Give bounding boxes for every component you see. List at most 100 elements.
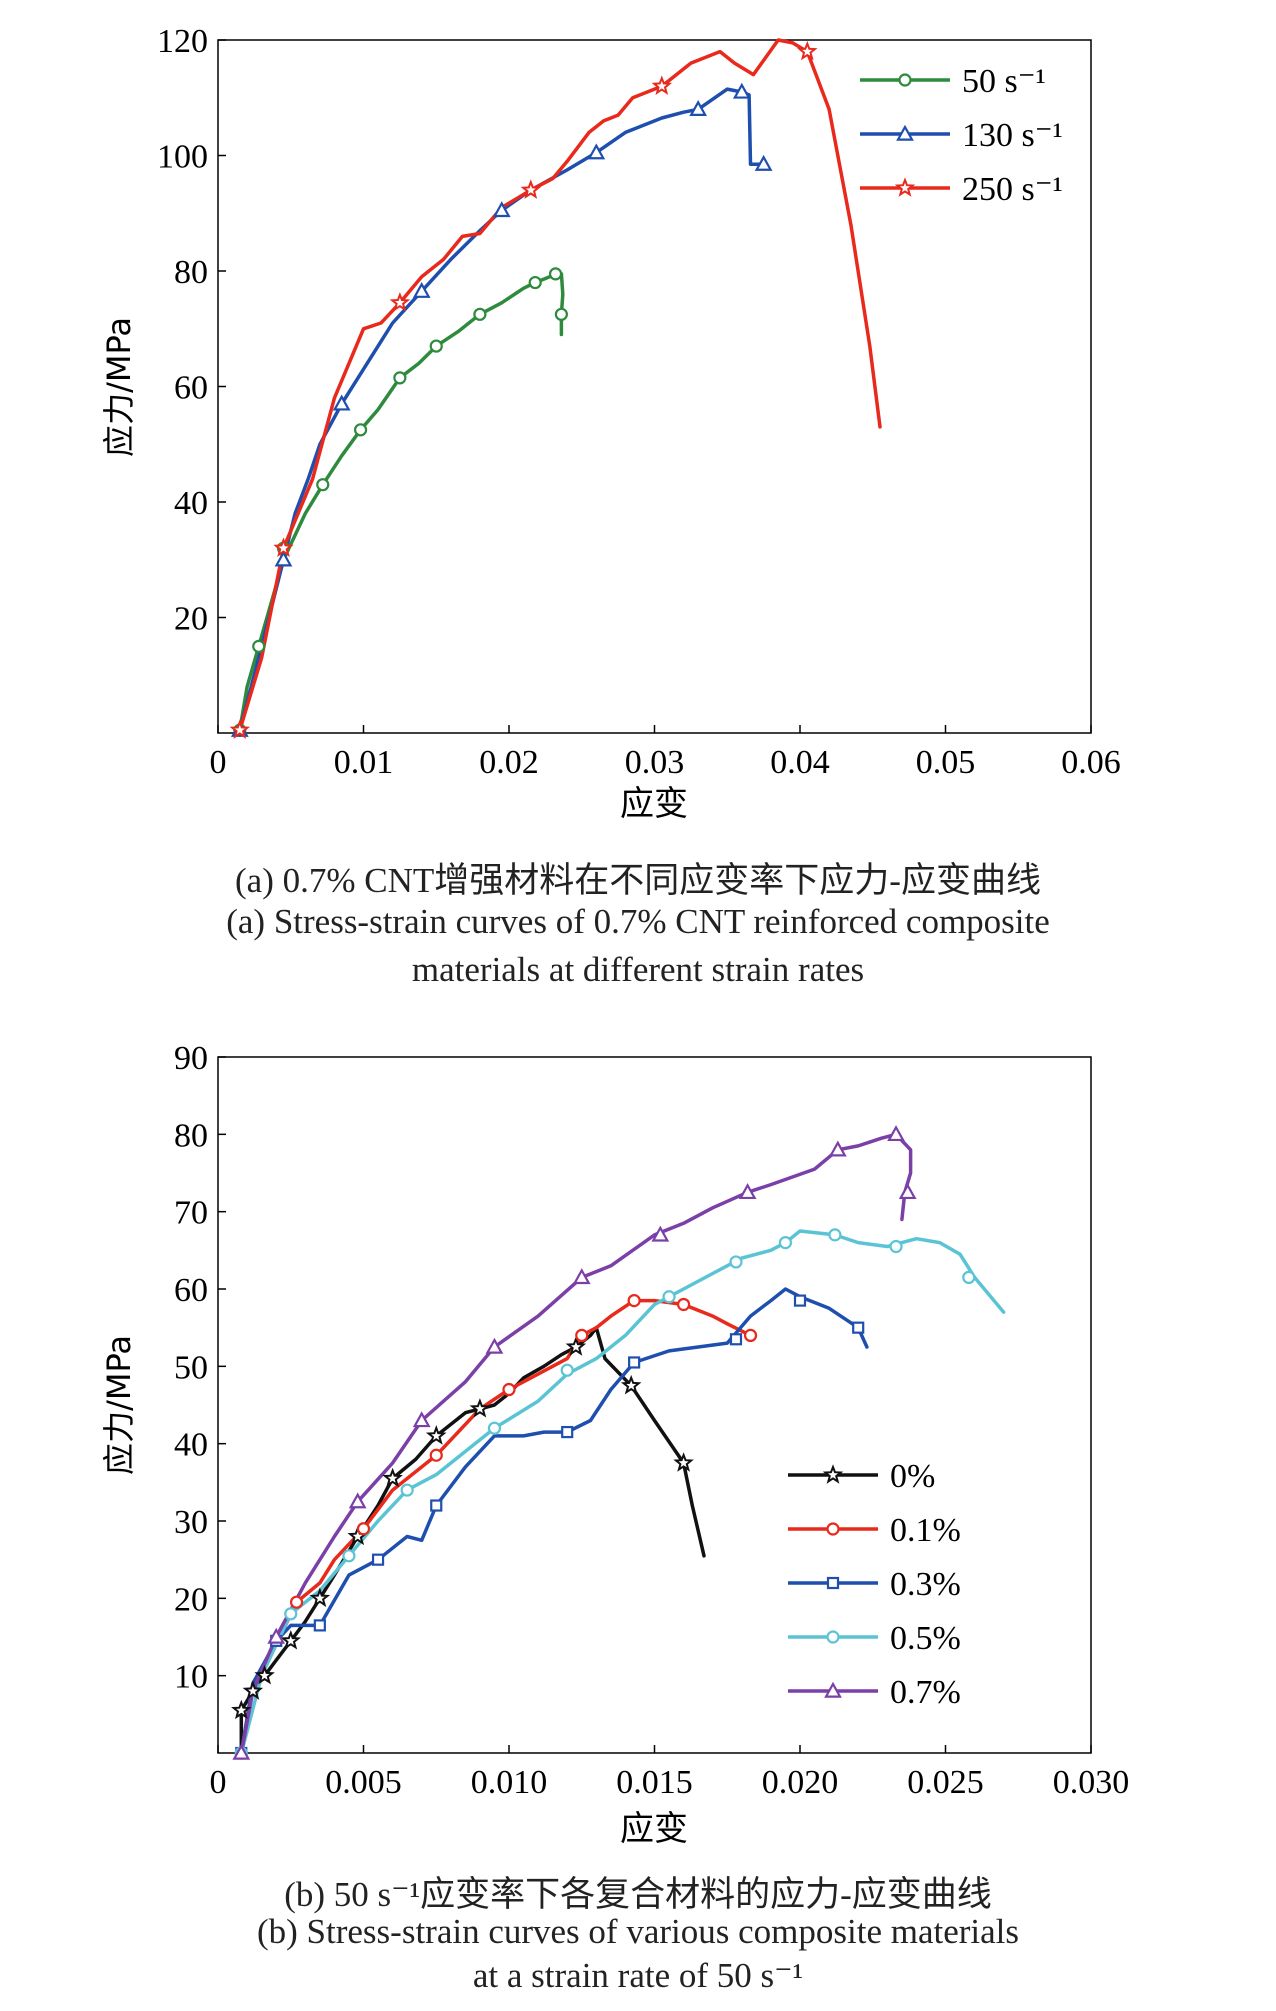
x-tick-label: 0.02 xyxy=(479,744,539,781)
y-axis-label-b: 应力/MPa xyxy=(100,1335,138,1475)
x-tick-label: 0.010 xyxy=(471,1764,548,1801)
data-marker xyxy=(565,1336,587,1356)
data-marker xyxy=(332,394,351,411)
x-tick-label: 0 xyxy=(210,744,227,781)
data-marker xyxy=(738,1183,757,1200)
x-tick-label: 0.05 xyxy=(916,744,976,781)
plot-frame-a xyxy=(217,39,1092,734)
data-marker xyxy=(520,179,542,199)
data-marker xyxy=(429,339,443,353)
caption-b-en-2: at a strain rate of 50 s⁻¹ xyxy=(472,1956,804,1995)
legend-label: 50 s⁻¹ xyxy=(962,63,1046,100)
series-lines-a xyxy=(238,38,882,732)
y-tick-label: 20 xyxy=(174,601,208,638)
data-marker xyxy=(492,201,511,218)
data-marker xyxy=(502,1382,516,1397)
data-marker xyxy=(548,267,563,281)
data-marker xyxy=(371,1553,385,1566)
x-tick-label: 0.030 xyxy=(1053,1764,1130,1801)
axis-ticks-b: 0 0.005 0.010 0.015 0.020 0.025 0.030 10 20 30 40 5… xyxy=(174,1040,1129,1801)
data-marker xyxy=(284,1607,298,1621)
legend-marker xyxy=(826,1576,840,1590)
data-marker xyxy=(732,82,751,99)
data-marker xyxy=(797,40,818,61)
data-marker xyxy=(273,537,294,558)
data-marker xyxy=(242,1680,264,1700)
data-marker xyxy=(743,1328,758,1343)
chart-b: 0 0.005 0.010 0.015 0.020 0.025 0.030 10 20 30 40 5… xyxy=(100,1040,1129,1849)
y-tick-label: 40 xyxy=(174,1427,208,1464)
data-marker xyxy=(575,1328,589,1343)
data-marker xyxy=(309,1587,331,1608)
y-tick-label: 10 xyxy=(174,1659,208,1696)
y-tick-label: 60 xyxy=(174,1272,208,1309)
caption-a-en-1: (a) Stress-strain curves of 0.7% CNT rei… xyxy=(226,902,1050,941)
data-marker xyxy=(898,1183,917,1200)
legend-marker xyxy=(826,1522,840,1536)
caption-a-en-2: materials at different strain rates xyxy=(411,950,865,989)
legend-label: 0.3% xyxy=(890,1566,961,1603)
data-marker xyxy=(587,143,606,160)
x-tick-label: 0.06 xyxy=(1061,744,1121,781)
y-tick-label: 120 xyxy=(157,23,208,60)
data-marker xyxy=(627,1293,641,1308)
y-tick-label: 30 xyxy=(174,1504,208,1541)
y-tick-label: 40 xyxy=(174,485,208,522)
data-marker xyxy=(267,1627,286,1644)
x-tick-label: 0.025 xyxy=(907,1764,984,1801)
data-marker xyxy=(662,1290,676,1304)
chart-a: 0 0.01 0.02 0.03 0.04 0.05 0.0620406080100120 … xyxy=(100,23,1121,824)
y-tick-label: 70 xyxy=(174,1195,208,1232)
x-axis-label-b: 应变 xyxy=(620,1809,688,1849)
data-marker xyxy=(852,1321,865,1334)
data-marker xyxy=(280,1630,302,1650)
legend-marker xyxy=(898,73,912,87)
data-marker xyxy=(313,1619,326,1632)
data-marker xyxy=(430,1499,443,1512)
y-tick-label: 100 xyxy=(157,139,208,176)
series-line xyxy=(238,87,766,732)
data-marker xyxy=(274,550,293,567)
data-marker xyxy=(348,1492,367,1509)
data-marker xyxy=(232,1743,251,1760)
x-tick-label: 0.03 xyxy=(625,744,685,781)
data-marker xyxy=(252,639,266,653)
data-marker xyxy=(560,1363,574,1377)
data-marker xyxy=(429,1448,443,1462)
data-marker xyxy=(425,1425,447,1445)
x-tick-label: 0 xyxy=(210,1764,227,1801)
data-marker xyxy=(729,1333,743,1346)
data-marker xyxy=(561,1425,574,1439)
data-marker xyxy=(620,1374,642,1395)
y-tick-label: 80 xyxy=(174,1117,208,1154)
data-marker xyxy=(400,1483,414,1497)
y-tick-label: 50 xyxy=(174,1349,208,1386)
data-marker xyxy=(393,371,407,385)
y-tick-label: 60 xyxy=(174,370,208,407)
y-tick-label: 20 xyxy=(174,1581,208,1618)
legend-marker xyxy=(896,124,914,141)
series-line xyxy=(239,1298,753,1755)
series-line xyxy=(238,38,882,732)
legend-label: 0.5% xyxy=(890,1620,961,1657)
legend-a: 50 s⁻¹ 130 s⁻¹ 250 s⁻¹ xyxy=(860,63,1063,208)
data-marker xyxy=(651,75,673,96)
data-marker xyxy=(528,275,542,290)
data-marker xyxy=(889,1239,903,1254)
x-tick-label: 0.015 xyxy=(616,1764,693,1801)
legend-label: 0% xyxy=(890,1458,935,1495)
data-marker xyxy=(754,154,773,171)
data-marker xyxy=(473,307,487,321)
data-marker xyxy=(254,1664,275,1685)
data-marker xyxy=(554,307,568,321)
y-tick-label: 90 xyxy=(174,1040,208,1077)
data-marker xyxy=(487,1421,502,1435)
series-line xyxy=(239,1287,869,1755)
data-marker xyxy=(651,1225,670,1242)
data-marker xyxy=(485,1337,504,1354)
series-lines-b xyxy=(239,1132,1006,1755)
legend-marker xyxy=(824,1681,842,1698)
data-marker xyxy=(689,100,708,117)
data-marker xyxy=(229,719,251,739)
